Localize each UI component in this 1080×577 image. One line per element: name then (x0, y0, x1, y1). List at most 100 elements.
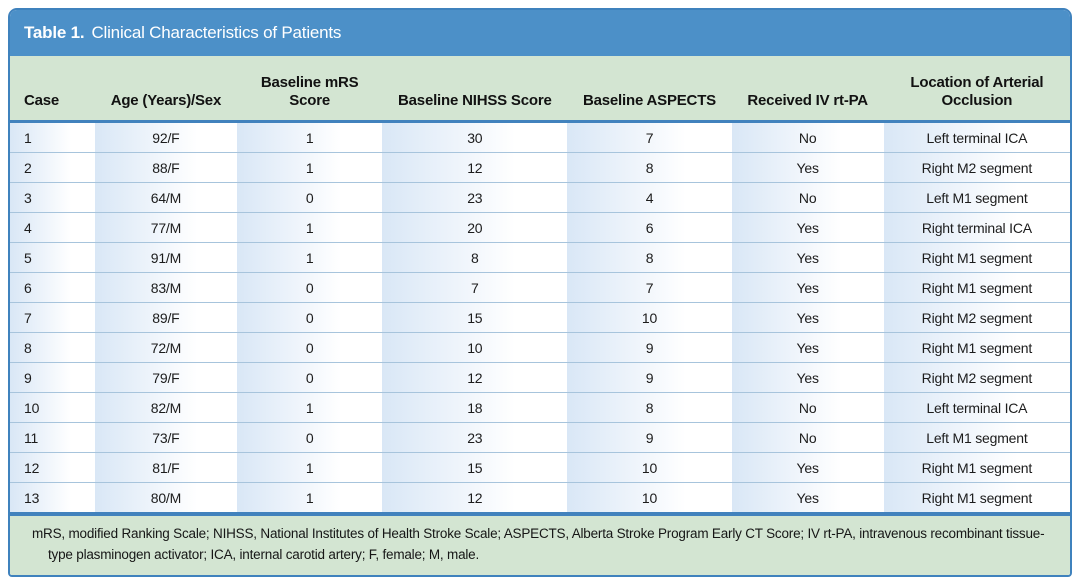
table-row: 4 77/M 1 20 6 Yes Right terminal ICA (10, 212, 1070, 243)
table-cell: 0 (237, 302, 383, 333)
table-cell: 12 (382, 362, 568, 393)
table-body: 1 92/F 1 30 7 No Left terminal ICA 2 88/F 1 12 8 Yes… (10, 121, 1070, 512)
table-cell: 10 (567, 452, 732, 483)
table-cell: 64/M (94, 182, 238, 213)
table-title-text: Clinical Characteristics of Patients (91, 23, 342, 42)
table-cell: 9 (10, 362, 95, 393)
table-cell: 15 (382, 302, 568, 333)
table-cell: 8 (567, 242, 732, 273)
table-cell: 1 (237, 121, 383, 153)
table-cell: 88/F (94, 152, 238, 183)
table-cell: 15 (382, 452, 568, 483)
table-cell: 18 (382, 392, 568, 423)
table-row: 12 81/F 1 15 10 Yes Right M1 segment (10, 452, 1070, 483)
table-cell: Right M2 segment (883, 302, 1070, 333)
table-cell: 7 (382, 272, 568, 303)
table-cell: 89/F (94, 302, 238, 333)
table-cell: Left terminal ICA (883, 392, 1070, 423)
table-cell: Yes (731, 332, 884, 363)
table-cell: 9 (567, 332, 732, 363)
table-cell: 0 (237, 422, 383, 453)
table-cell: 10 (567, 302, 732, 333)
header-row: Case Age (Years)/Sex Baseline mRS Score Bas… (10, 56, 1070, 123)
table-cell: 8 (567, 392, 732, 423)
table-cell: 1 (237, 392, 383, 423)
table-cell: No (731, 121, 884, 153)
table-cell: 0 (237, 332, 383, 363)
table-cell: 8 (382, 242, 568, 273)
column-header: Baseline mRS Score (237, 56, 383, 123)
table-cell: 80/M (94, 482, 238, 512)
table-row: 11 73/F 0 23 9 No Left M1 segment (10, 422, 1070, 453)
table-cell: 2 (10, 152, 95, 183)
table-cell: 12 (382, 482, 568, 512)
table-row: 10 82/M 1 18 8 No Left terminal ICA (10, 392, 1070, 423)
table-cell: Yes (731, 482, 884, 512)
table-cell: Right M2 segment (883, 152, 1070, 183)
table-header: Case Age (Years)/Sex Baseline mRS Score Bas… (10, 56, 1070, 123)
table-cell: Right M1 segment (883, 332, 1070, 363)
column-header: Baseline ASPECTS (567, 56, 732, 123)
table-cell: 92/F (94, 121, 238, 153)
table-cell: Left M1 segment (883, 182, 1070, 213)
table-cell: 23 (382, 182, 568, 213)
table-cell: 3 (10, 182, 95, 213)
table-cell: 1 (237, 452, 383, 483)
table-cell: 13 (10, 482, 95, 512)
table-cell: 5 (10, 242, 95, 273)
table-cell: 1 (237, 212, 383, 243)
table-cell: 7 (10, 302, 95, 333)
table-cell: 83/M (94, 272, 238, 303)
table-cell: Yes (731, 302, 884, 333)
table-cell: 0 (237, 272, 383, 303)
table-cell: Left M1 segment (883, 422, 1070, 453)
table-cell: Yes (731, 452, 884, 483)
column-header: Age (Years)/Sex (94, 56, 238, 123)
table-cell: 6 (567, 212, 732, 243)
table-cell: 10 (10, 392, 95, 423)
table-cell: No (731, 182, 884, 213)
table-cell: 73/F (94, 422, 238, 453)
clinical-characteristics-table: Case Age (Years)/Sex Baseline mRS Score Bas… (10, 56, 1070, 512)
table-cell: Yes (731, 152, 884, 183)
table-cell: 11 (10, 422, 95, 453)
table-cell: Yes (731, 272, 884, 303)
table-cell: No (731, 392, 884, 423)
table-cell: 30 (382, 121, 568, 153)
table-cell: Right M1 segment (883, 242, 1070, 273)
table-cell: 7 (567, 121, 732, 153)
table-cell: 10 (382, 332, 568, 363)
table-row: 9 79/F 0 12 9 Yes Right M2 segment (10, 362, 1070, 393)
table-row: 8 72/M 0 10 9 Yes Right M1 segment (10, 332, 1070, 363)
column-header: Location of Arterial Occlusion (883, 56, 1070, 123)
table-cell: Right terminal ICA (883, 212, 1070, 243)
table-cell: 72/M (94, 332, 238, 363)
table-cell: 82/M (94, 392, 238, 423)
table-number-label: Table 1. (24, 23, 85, 42)
table-cell: 1 (237, 152, 383, 183)
column-header: Received IV rt-PA (731, 56, 884, 123)
table-cell: 12 (382, 152, 568, 183)
clinical-table-card: Table 1. Clinical Characteristics of Pat… (8, 8, 1072, 577)
table-cell: Right M1 segment (883, 482, 1070, 512)
table-cell: Right M1 segment (883, 272, 1070, 303)
table-cell: 79/F (94, 362, 238, 393)
table-row: 1 92/F 1 30 7 No Left terminal ICA (10, 121, 1070, 153)
table-cell: 8 (567, 152, 732, 183)
table-row: 3 64/M 0 23 4 No Left M1 segment (10, 182, 1070, 213)
table-cell: 1 (10, 121, 95, 153)
table-cell: 23 (382, 422, 568, 453)
table-cell: 1 (237, 482, 383, 512)
table-cell: 9 (567, 362, 732, 393)
table-cell: 0 (237, 362, 383, 393)
table-row: 7 89/F 0 15 10 Yes Right M2 segment (10, 302, 1070, 333)
table-cell: 10 (567, 482, 732, 512)
table-cell: 12 (10, 452, 95, 483)
table-row: 5 91/M 1 8 8 Yes Right M1 segment (10, 242, 1070, 273)
table-row: 2 88/F 1 12 8 Yes Right M2 segment (10, 152, 1070, 183)
table-cell: 8 (10, 332, 95, 363)
table-cell: 20 (382, 212, 568, 243)
table-cell: 4 (10, 212, 95, 243)
table-row: 13 80/M 1 12 10 Yes Right M1 segment (10, 482, 1070, 512)
table-cell: Right M1 segment (883, 452, 1070, 483)
